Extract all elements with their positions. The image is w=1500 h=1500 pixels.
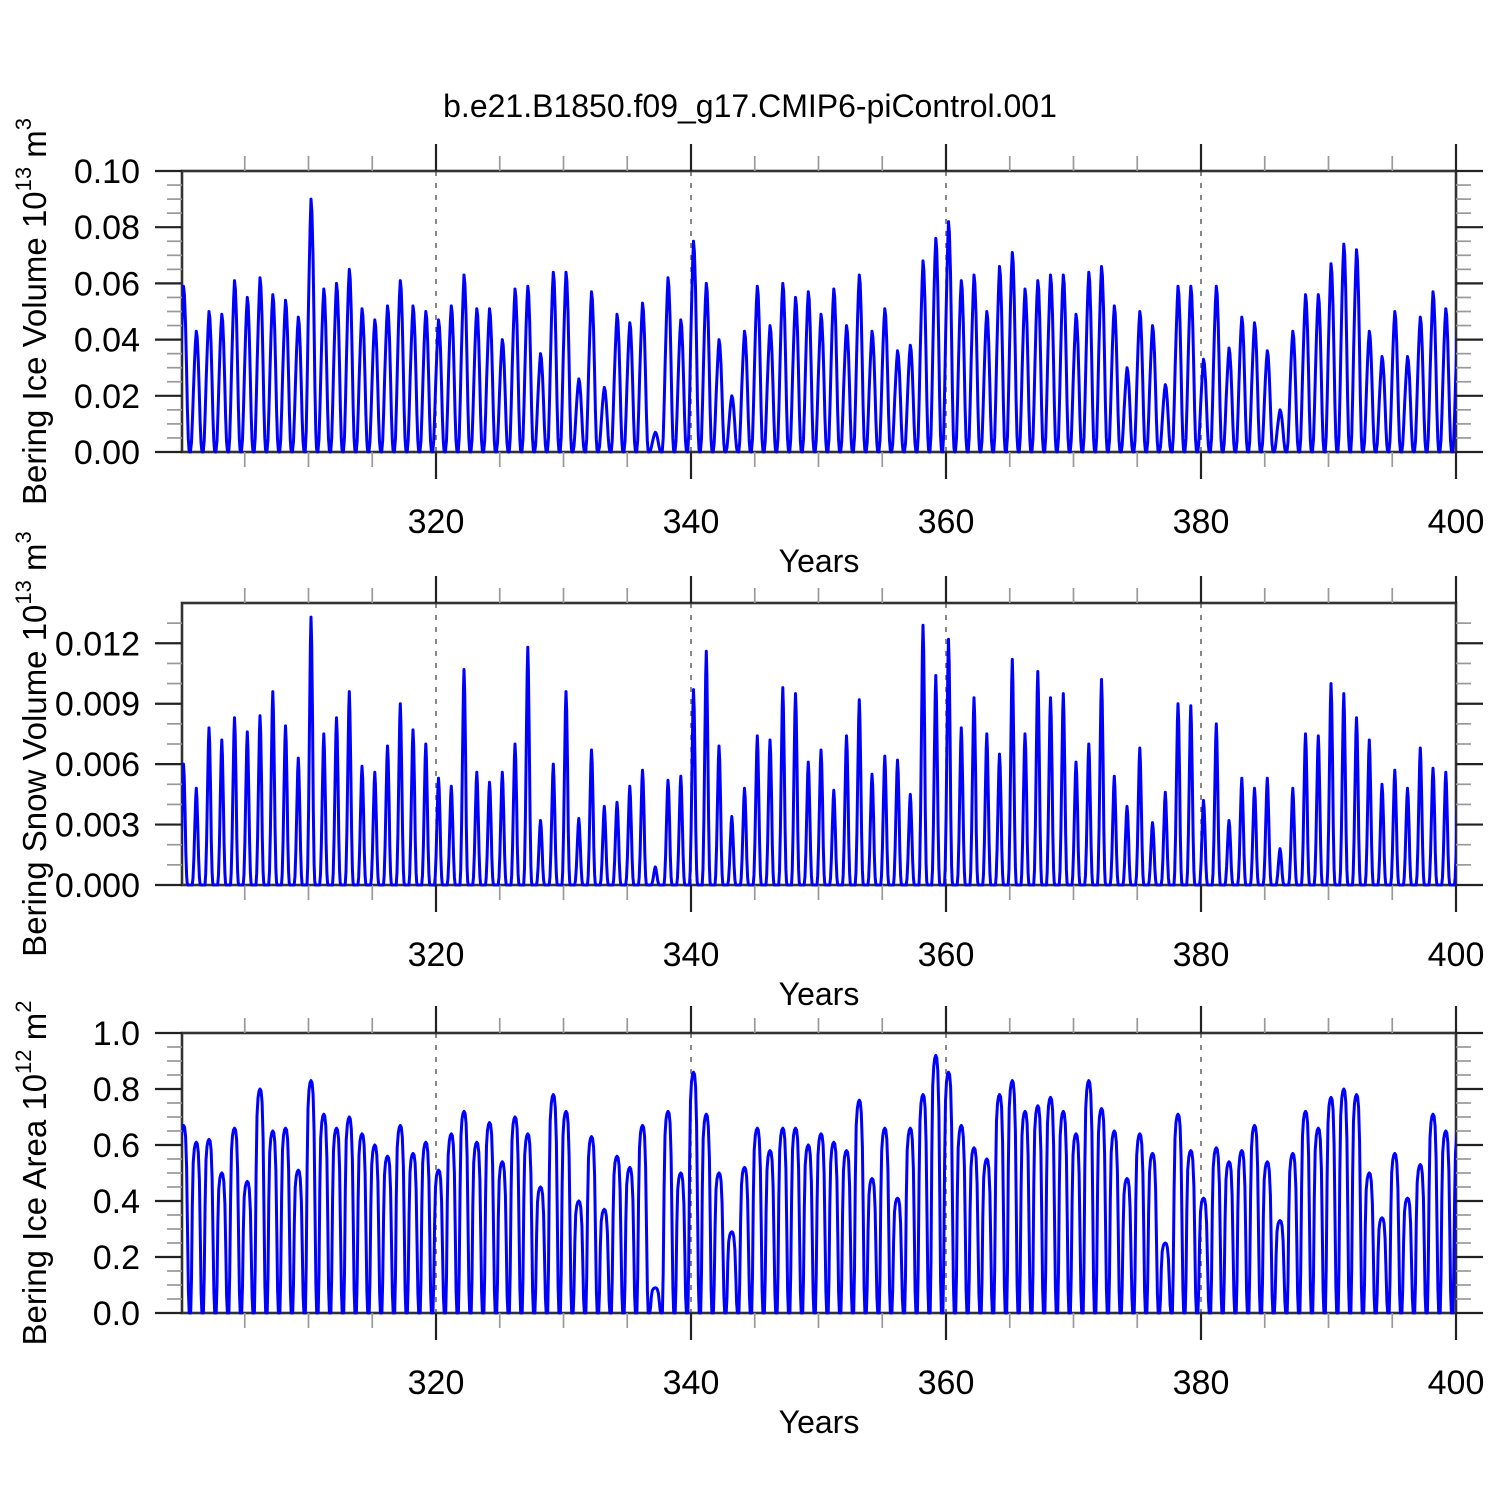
x-axis-title: Years: [779, 976, 860, 1012]
x-tick-label: 380: [1173, 936, 1230, 974]
x-tick-label: 400: [1428, 1364, 1485, 1402]
data-series-line: [182, 1053, 1456, 1315]
x-axis-title: Years: [779, 543, 860, 579]
figure-title: b.e21.B1850.f09_g17.CMIP6-piControl.001: [443, 88, 1057, 124]
y-tick-label: 0.2: [93, 1239, 140, 1277]
x-tick-label: 360: [918, 1364, 975, 1402]
data-series-line: [182, 197, 1456, 454]
x-tick-label: 340: [663, 503, 720, 541]
y-tick-label: 0.08: [74, 209, 140, 247]
x-tick-label: 400: [1428, 936, 1485, 974]
y-tick-label: 0.000: [55, 867, 140, 905]
panel-bering-ice-volume: 320 340 360 380 400 0.00 0.02 0.04 0.06 0.08 0.10 Y…: [11, 118, 1484, 579]
x-tick-label: 320: [408, 1364, 465, 1402]
y-tick-label: 0.009: [55, 686, 140, 724]
y-tick-label: 0.02: [74, 378, 140, 416]
y-tick-label: 1.0: [93, 1015, 140, 1053]
x-tick-label: 380: [1173, 503, 1230, 541]
y-axis-title: Bering Snow Volume 1013 m3: [11, 531, 53, 957]
x-tick-label: 360: [918, 936, 975, 974]
y-tick-label: 0.6: [93, 1127, 140, 1165]
data-series-line: [182, 615, 1456, 887]
y-tick-label: 0.4: [93, 1183, 140, 1221]
panels-group: 320 340 360 380 400 0.00 0.02 0.04 0.06 0.08 0.10 Y…: [11, 118, 1484, 1440]
x-tick-label: 400: [1428, 503, 1485, 541]
y-tick-label: 0.003: [55, 807, 140, 845]
y-tick-label: 0.00: [74, 434, 140, 472]
y-tick-label: 0.06: [74, 265, 140, 303]
y-axis-title: Bering Ice Volume 1013 m3: [11, 118, 53, 505]
x-tick-label: 360: [918, 503, 975, 541]
x-tick-label: 320: [408, 936, 465, 974]
x-tick-label: 340: [663, 936, 720, 974]
y-axis-title: Bering Ice Area 1012 m2: [11, 1001, 53, 1346]
x-axis-title: Years: [779, 1404, 860, 1440]
x-tick-label: 340: [663, 1364, 720, 1402]
y-tick-label: 0.006: [55, 746, 140, 784]
y-tick-label: 0.0: [93, 1295, 140, 1333]
y-tick-label: 0.8: [93, 1071, 140, 1109]
y-tick-label: 0.012: [55, 625, 140, 663]
y-tick-label: 0.10: [74, 153, 140, 191]
panel-bering-ice-area: 320 340 360 380 400 0.0 0.2 0.4 0.6 0.8 1.0 Years Be…: [11, 1001, 1484, 1440]
panel-bering-snow-volume: 320 340 360 380 400 0.000 0.003 0.006 0.009 0.012…: [11, 531, 1484, 1012]
x-tick-label: 320: [408, 503, 465, 541]
y-tick-label: 0.04: [74, 322, 140, 360]
x-tick-label: 380: [1173, 1364, 1230, 1402]
